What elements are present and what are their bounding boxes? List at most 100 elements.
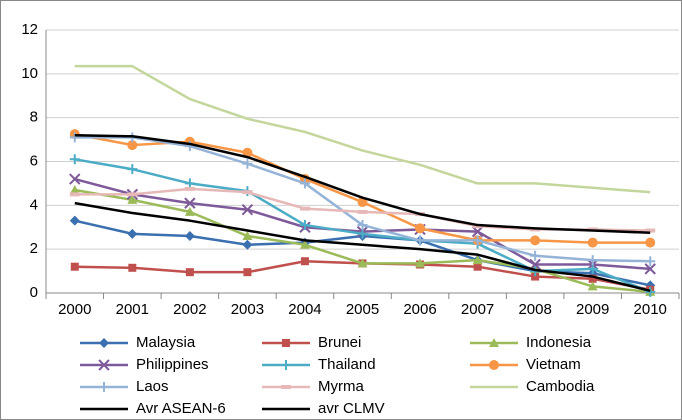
line — [74, 201, 651, 293]
legend-item: Philippines — [80, 356, 209, 373]
legend-marker — [99, 382, 109, 392]
marker — [415, 258, 426, 268]
line — [74, 133, 651, 234]
marker — [645, 286, 656, 297]
marker — [127, 228, 138, 239]
legend-label: Vietnam — [526, 356, 581, 373]
y-tick-label: 10 — [21, 65, 38, 82]
marker — [127, 140, 138, 151]
line — [74, 64, 651, 194]
legend-label: Philippines — [136, 356, 209, 373]
marker — [299, 206, 310, 211]
marker — [242, 231, 253, 241]
marker — [300, 257, 309, 266]
legend-label: Myrma — [318, 378, 364, 395]
marker — [241, 204, 254, 216]
x-tick-label: 2006 — [403, 301, 436, 318]
legend-label: Avr ASEAN-6 — [136, 400, 226, 417]
series — [69, 154, 656, 297]
marker — [184, 186, 195, 191]
legend-item: Cambodia — [470, 378, 595, 395]
y-tick-label: 12 — [21, 21, 38, 38]
y-tick-label: 4 — [30, 196, 38, 213]
marker — [645, 228, 656, 233]
legend-item: Brunei — [262, 334, 361, 351]
marker — [69, 132, 80, 143]
marker — [69, 192, 80, 197]
legend-label: avr CLMV — [318, 400, 385, 417]
legend-item: Thailand — [262, 356, 376, 373]
y-tick-label: 6 — [30, 152, 38, 169]
marker — [69, 215, 80, 226]
marker — [471, 225, 484, 238]
legend-marker — [281, 360, 291, 370]
marker — [357, 258, 368, 268]
marker — [357, 228, 368, 239]
x-tick-label: 2008 — [518, 301, 551, 318]
marker — [242, 239, 253, 250]
marker — [242, 158, 253, 169]
marker — [472, 255, 483, 265]
marker — [69, 154, 80, 165]
marker — [127, 164, 138, 175]
marker — [299, 239, 310, 249]
legend-marker — [98, 359, 110, 371]
legend-label: Thailand — [318, 356, 376, 373]
marker — [472, 235, 483, 246]
marker — [415, 223, 426, 234]
marker — [184, 197, 196, 209]
marker — [587, 263, 598, 274]
marker — [299, 220, 310, 231]
marker — [127, 192, 138, 197]
marker — [299, 178, 310, 189]
marker — [587, 237, 598, 248]
legend-label: Indonesia — [526, 334, 592, 351]
legend-label: Malaysia — [136, 334, 196, 351]
legend-label: Laos — [136, 378, 169, 395]
x-tick-label: 2007 — [461, 301, 494, 318]
marker — [128, 263, 137, 272]
marker — [70, 262, 79, 271]
x-tick-label: 2009 — [576, 301, 609, 318]
y-tick-label: 2 — [30, 240, 38, 257]
marker — [69, 173, 81, 185]
marker — [242, 190, 253, 195]
legend-marker — [281, 385, 291, 389]
legend-item: Vietnam — [470, 356, 581, 373]
x-tick-label: 2005 — [346, 301, 379, 318]
marker — [185, 268, 194, 277]
marker — [415, 235, 426, 246]
legend-item: avr CLMV — [262, 400, 385, 417]
marker — [530, 235, 541, 246]
marker — [184, 231, 195, 242]
marker — [588, 274, 597, 283]
x-tick-label: 2001 — [116, 301, 149, 318]
marker — [530, 250, 541, 261]
marker — [242, 147, 253, 158]
legend-item: Laos — [80, 378, 169, 395]
x-tick-label: 2003 — [231, 301, 264, 318]
x-tick-label: 2002 — [173, 301, 206, 318]
legend-marker — [489, 338, 499, 347]
legend-marker — [282, 339, 290, 347]
marker — [645, 237, 656, 248]
marker — [184, 206, 195, 216]
x-tick-label: 2010 — [634, 301, 667, 318]
marker — [357, 220, 368, 231]
y-tick-label: 8 — [30, 109, 38, 126]
marker — [243, 268, 252, 277]
x-tick-label: 2004 — [288, 301, 321, 318]
legend-item: Avr ASEAN-6 — [80, 400, 226, 417]
legend-item: Malaysia — [80, 334, 196, 351]
marker — [587, 281, 598, 291]
legend-marker — [99, 338, 109, 348]
marker — [645, 256, 656, 267]
series — [69, 132, 656, 267]
marker — [587, 255, 598, 266]
marker — [69, 184, 80, 194]
legend-label: Brunei — [318, 334, 361, 351]
marker — [531, 272, 540, 281]
marker — [357, 209, 368, 214]
y-tick-label: 0 — [30, 284, 38, 301]
